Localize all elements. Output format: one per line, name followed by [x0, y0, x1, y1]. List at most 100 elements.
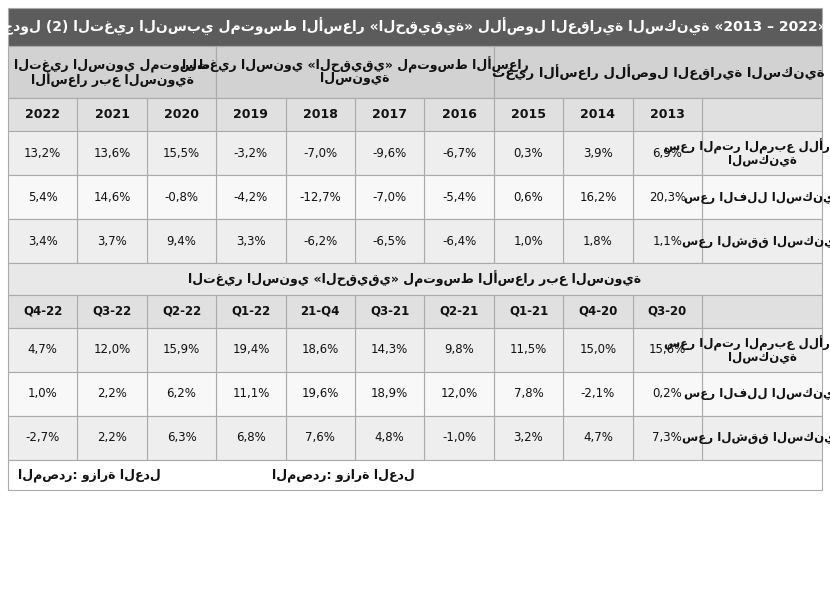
Text: الأسعار ربع السنوية: الأسعار ربع السنوية: [31, 71, 193, 87]
Bar: [216, 219, 286, 263]
Text: 13,2%: 13,2%: [24, 146, 61, 160]
Bar: [632, 372, 702, 416]
Text: 13,6%: 13,6%: [94, 146, 131, 160]
Text: السكنية: السكنية: [728, 153, 797, 166]
Text: 6,3%: 6,3%: [167, 431, 197, 444]
Text: Q4-22: Q4-22: [23, 305, 62, 318]
Bar: [77, 416, 147, 460]
Bar: [564, 98, 632, 131]
Text: -9,6%: -9,6%: [373, 146, 407, 160]
Bar: [564, 295, 632, 328]
Text: 2021: 2021: [95, 108, 129, 121]
Text: 2018: 2018: [303, 108, 338, 121]
Bar: [286, 219, 355, 263]
Bar: [147, 131, 216, 175]
Text: -2,7%: -2,7%: [26, 431, 60, 444]
Text: -7,0%: -7,0%: [303, 146, 337, 160]
Bar: [632, 131, 702, 175]
Text: 1,0%: 1,0%: [514, 234, 544, 247]
Text: 11,5%: 11,5%: [510, 343, 547, 357]
Text: 15,0%: 15,0%: [579, 343, 617, 357]
Text: 7,3%: 7,3%: [652, 431, 682, 444]
Bar: [77, 98, 147, 131]
Bar: [702, 219, 822, 263]
Bar: [564, 175, 632, 219]
Text: 0,6%: 0,6%: [514, 190, 544, 204]
Text: تغير الأسعار للأصول العقارية السكنية: تغير الأسعار للأصول العقارية السكنية: [491, 64, 824, 80]
Text: السكنية: السكنية: [728, 350, 797, 363]
Bar: [632, 295, 702, 328]
Text: 19,4%: 19,4%: [232, 343, 270, 357]
Bar: [494, 416, 564, 460]
Text: 15,5%: 15,5%: [163, 146, 200, 160]
Bar: [8, 460, 822, 490]
Bar: [702, 175, 822, 219]
Text: 9,4%: 9,4%: [167, 234, 197, 247]
Bar: [77, 219, 147, 263]
Text: 4,8%: 4,8%: [375, 431, 404, 444]
Text: 2,2%: 2,2%: [97, 387, 127, 400]
Bar: [147, 416, 216, 460]
Text: 3,7%: 3,7%: [97, 234, 127, 247]
Bar: [216, 131, 286, 175]
Bar: [494, 295, 564, 328]
Bar: [216, 372, 286, 416]
Bar: [355, 219, 424, 263]
Bar: [216, 175, 286, 219]
Text: -1,0%: -1,0%: [442, 431, 476, 444]
Bar: [286, 295, 355, 328]
Bar: [702, 131, 822, 175]
Text: -5,4%: -5,4%: [442, 190, 476, 204]
Bar: [77, 175, 147, 219]
Text: 12,0%: 12,0%: [94, 343, 131, 357]
Text: 21-Q4: 21-Q4: [300, 305, 340, 318]
Bar: [147, 98, 216, 131]
Text: 6,2%: 6,2%: [167, 387, 197, 400]
Text: 2019: 2019: [233, 108, 268, 121]
Bar: [424, 372, 494, 416]
Text: -6,2%: -6,2%: [303, 234, 338, 247]
Bar: [424, 295, 494, 328]
Bar: [286, 372, 355, 416]
Text: -4,2%: -4,2%: [234, 190, 268, 204]
Text: 2014: 2014: [580, 108, 615, 121]
Bar: [355, 131, 424, 175]
Text: 9,8%: 9,8%: [444, 343, 474, 357]
Bar: [216, 98, 286, 131]
Text: 16,2%: 16,2%: [579, 190, 617, 204]
Text: -6,5%: -6,5%: [373, 234, 407, 247]
Text: -7,0%: -7,0%: [373, 190, 407, 204]
Text: -2,1%: -2,1%: [581, 387, 615, 400]
Text: 2017: 2017: [372, 108, 408, 121]
Bar: [355, 372, 424, 416]
Bar: [564, 416, 632, 460]
Bar: [632, 328, 702, 372]
Text: 4,7%: 4,7%: [583, 431, 613, 444]
Bar: [355, 175, 424, 219]
Bar: [77, 372, 147, 416]
Bar: [494, 219, 564, 263]
Bar: [355, 295, 424, 328]
Bar: [702, 295, 822, 328]
Text: Q4-20: Q4-20: [579, 305, 618, 318]
Bar: [77, 295, 147, 328]
Bar: [147, 175, 216, 219]
Text: 1,8%: 1,8%: [583, 234, 613, 247]
Text: -6,4%: -6,4%: [442, 234, 476, 247]
Text: سعر المتر المربع للأراضي: سعر المتر المربع للأراضي: [664, 139, 830, 154]
Text: 7,6%: 7,6%: [305, 431, 335, 444]
Text: 15,6%: 15,6%: [649, 343, 686, 357]
Bar: [355, 328, 424, 372]
Text: Q3-20: Q3-20: [647, 305, 687, 318]
Text: 2015: 2015: [511, 108, 546, 121]
Text: التغير السنوي «الحقيقي» لمتوسط الأسعار ربع السنوية: التغير السنوي «الحقيقي» لمتوسط الأسعار ر…: [188, 271, 642, 287]
Text: 1,1%: 1,1%: [652, 234, 682, 247]
Bar: [424, 98, 494, 131]
Bar: [8, 131, 77, 175]
Text: سعر الشقق السكنية: سعر الشقق السكنية: [682, 234, 830, 247]
Bar: [77, 328, 147, 372]
Text: -6,7%: -6,7%: [442, 146, 476, 160]
Bar: [564, 372, 632, 416]
Bar: [424, 131, 494, 175]
Text: Q2-22: Q2-22: [162, 305, 201, 318]
